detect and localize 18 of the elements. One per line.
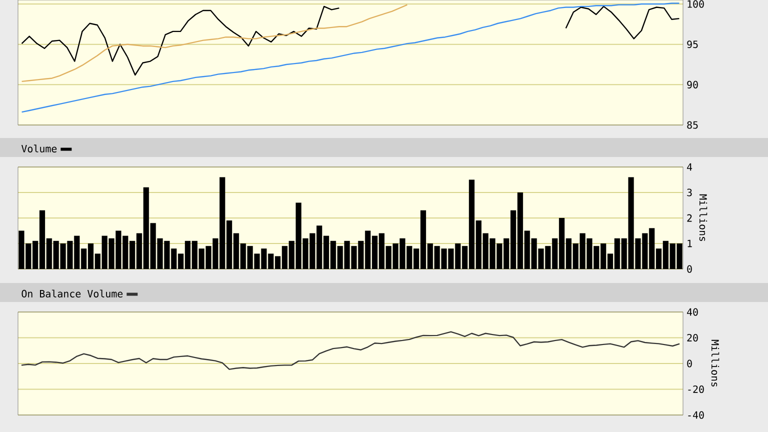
y-tick-label: 95	[687, 40, 698, 48]
y-tick-label: 40	[687, 308, 698, 316]
y-tick-label: -40	[688, 411, 704, 419]
y-tick-label: 100	[688, 0, 704, 8]
y-tick-label: 20	[687, 334, 698, 342]
legend-label: Volume	[21, 144, 57, 152]
y-axis-title: Millions	[711, 340, 720, 387]
y-tick-label: 4	[687, 163, 692, 171]
legend-label: On Balance Volume	[22, 290, 123, 298]
y-tick-label: -20	[688, 385, 704, 394]
y-tick-label: 1	[688, 240, 692, 248]
y-tick-label: 0	[687, 265, 692, 273]
y-tick-label: 3	[687, 188, 692, 196]
y-tick-label: 0	[687, 360, 692, 368]
y-tick-label: 90	[687, 80, 698, 88]
y-axis-title: Millions	[699, 194, 708, 242]
y-tick-label: 85	[687, 121, 698, 129]
y-tick-label: 2	[687, 214, 692, 222]
